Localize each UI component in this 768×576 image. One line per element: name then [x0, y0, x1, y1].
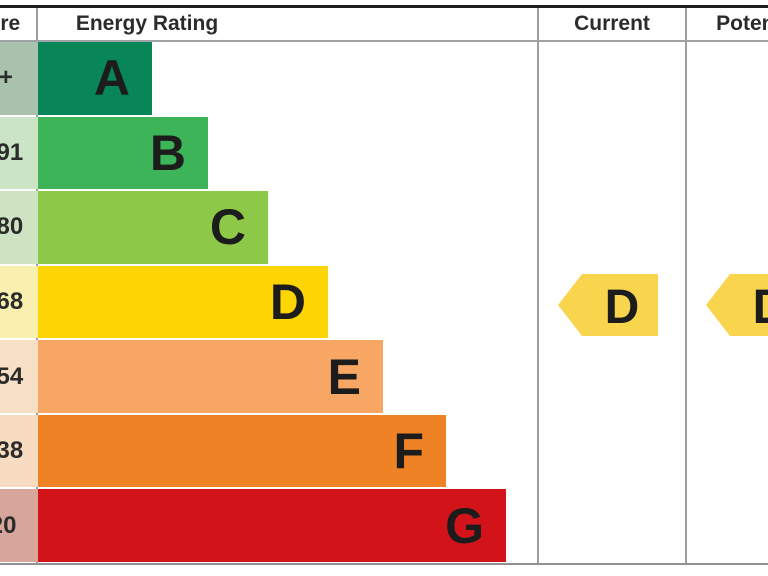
band-row-a: 92+ A [0, 42, 152, 115]
score-cell-d: 55-68 [0, 265, 38, 339]
current-column-divider [537, 7, 539, 563]
band-row-g: 1-20 G [0, 489, 506, 562]
band-bar-b: B [38, 116, 208, 190]
potential-rating-letter: D [753, 281, 768, 334]
band-letter-a: A [93, 50, 130, 107]
band-letter-g: G [445, 497, 484, 554]
potential-rating-arrow: D [706, 274, 768, 336]
energy-rating-column-header: Energy Rating [75, 11, 219, 35]
band-bar-d: D [38, 265, 328, 339]
arrow-shape [706, 274, 768, 336]
header-divider [0, 40, 768, 42]
potential-column-divider [685, 7, 687, 563]
potential-column-header: Potential [688, 7, 768, 40]
score-cell-g: 1-20 [0, 489, 38, 562]
band-letter-c: C [209, 199, 246, 256]
band-letter-e: E [327, 348, 361, 405]
score-cell-a: 92+ [0, 42, 38, 115]
band-bar-a: A [38, 42, 152, 115]
bottom-border [0, 563, 768, 565]
band-row-e: 39-54 E [0, 340, 383, 413]
current-rating-arrow: D [558, 274, 658, 336]
current-rating-letter: D [605, 281, 640, 334]
score-cell-c: 69-80 [0, 191, 38, 264]
band-bar-f: F [38, 414, 446, 488]
score-cell-e: 39-54 [0, 340, 38, 413]
arrow-shape [558, 274, 658, 336]
current-column-header: Current [540, 7, 684, 40]
band-row-f: 21-38 F [0, 414, 446, 488]
band-bar-g: G [38, 489, 506, 562]
band-row-d: 55-68 D [0, 265, 328, 339]
band-letter-b: B [149, 124, 186, 181]
band-row-b: 81-91 B [0, 116, 208, 190]
band-bar-e: E [38, 340, 383, 413]
score-cell-f: 21-38 [0, 414, 38, 488]
band-bar-c: C [38, 191, 268, 264]
score-cell-b: 81-91 [0, 116, 38, 190]
score-column-header: Score [0, 7, 35, 40]
top-border [0, 5, 768, 8]
band-row-c: 69-80 C [0, 191, 268, 264]
band-letter-d: D [269, 274, 306, 330]
band-letter-f: F [393, 423, 424, 480]
